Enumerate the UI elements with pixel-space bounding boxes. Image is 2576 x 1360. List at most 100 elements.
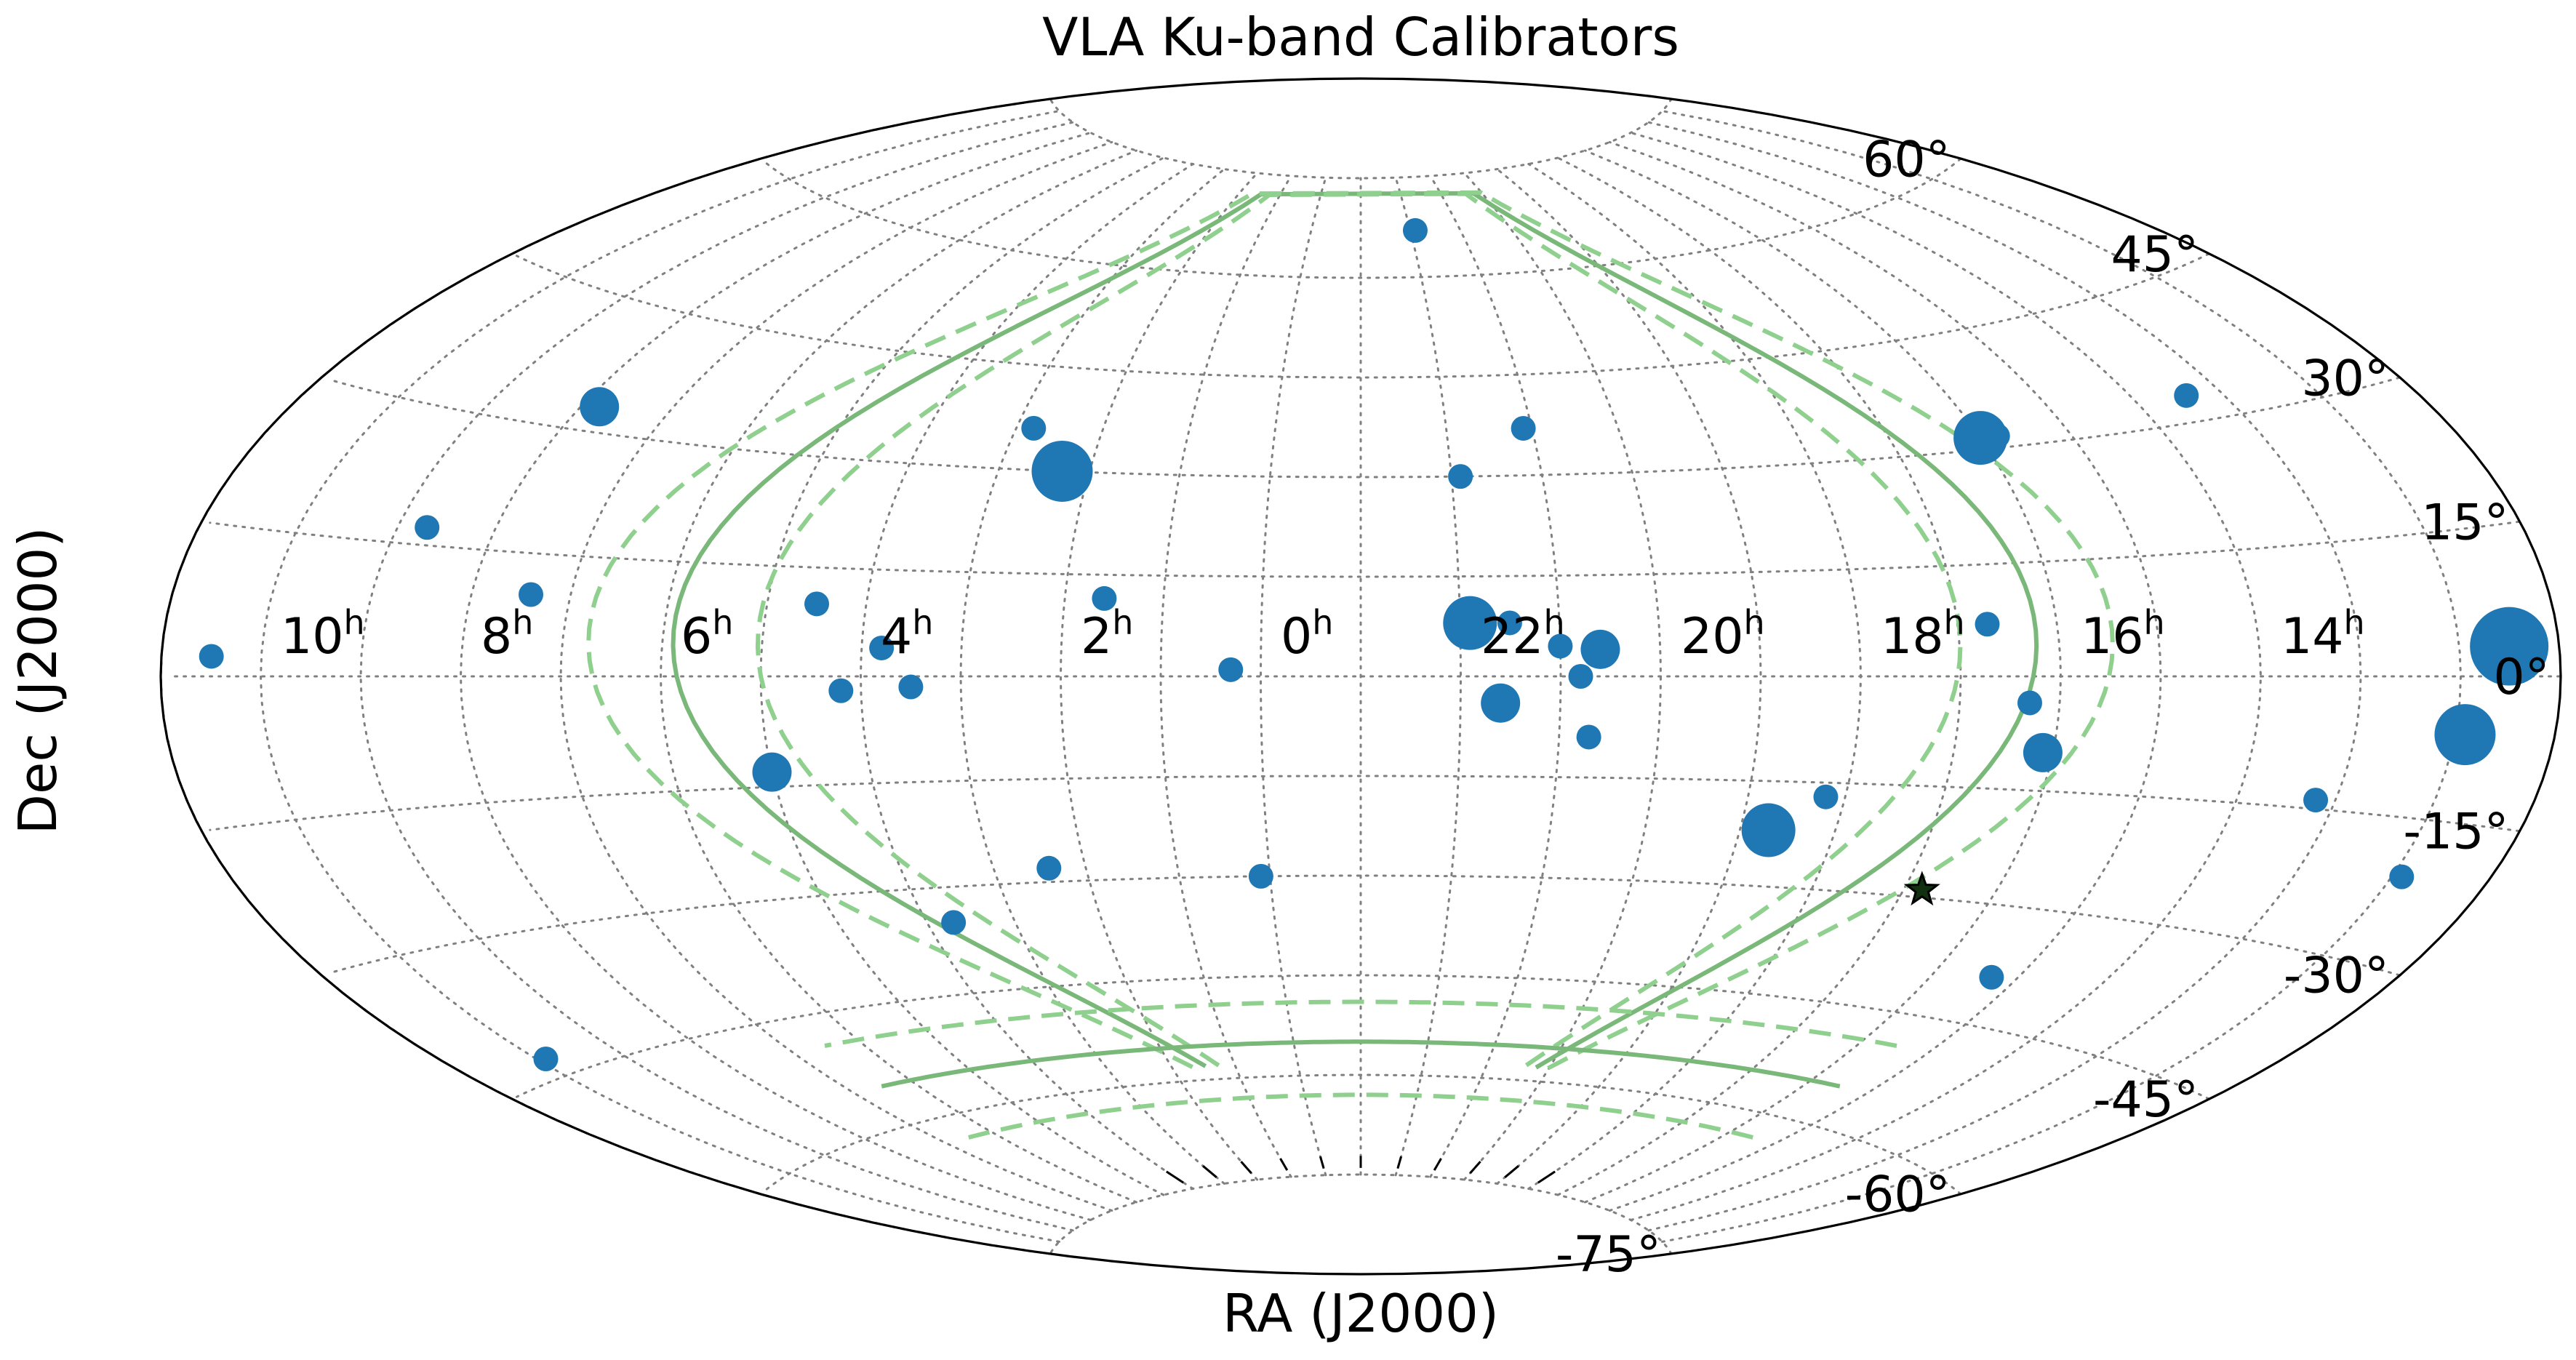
meridian-line (1630, 132, 2263, 1221)
calibrator-point (2303, 788, 2329, 813)
ra-tick-label: 0h (1281, 603, 1333, 665)
coordinate-grid (159, 97, 2561, 1255)
calibrator-point (1218, 657, 1244, 682)
dec-tick-label: 45° (2111, 226, 2199, 284)
minor-tick (1279, 1158, 1289, 1171)
calibrator-point (869, 635, 895, 660)
calibrator-point (1979, 964, 2004, 990)
calibrator-point (1021, 415, 1047, 441)
dec-tick-labels: 60° 45° 30° 15° 0° -15° -30° -45° -60° -75° (1556, 131, 2550, 1283)
calibrator-point (1568, 664, 1593, 689)
minor-tick (1433, 1158, 1442, 1171)
minor-tick (1319, 1156, 1325, 1169)
minor-tick (1469, 1161, 1481, 1175)
ra-tick-label: 18h (1881, 603, 1965, 665)
minor-tick (1537, 1170, 1556, 1184)
meridian-line (459, 132, 1092, 1221)
x-axis-label: RA (J2000) (1223, 1283, 1499, 1344)
ra-tick-labels: 10h 8h 6h 4h 2h 0h 22h 20h 18h 16h 14h (281, 603, 2365, 665)
parallel-line (1049, 97, 1673, 180)
calibrator-point (1031, 440, 1093, 502)
parallel-line (761, 1073, 1962, 1196)
calibrator-point (1402, 217, 1428, 243)
dec-tick-label: 0° (2493, 649, 2549, 706)
calibrator-point (1481, 683, 1521, 723)
calibrator-point (1580, 629, 1620, 669)
meridian-line (359, 121, 1074, 1232)
visibility-curves (586, 190, 2115, 1140)
ra-tick-label: 6h (681, 603, 733, 665)
parallel-line (327, 376, 2401, 479)
ra-tick-label: 4h (881, 603, 933, 665)
meridian-line (659, 149, 1137, 1204)
ra-tick-label: 10h (281, 603, 365, 665)
calibrator-point (1497, 610, 1522, 636)
calibrator-point (199, 644, 224, 669)
star-marker (1903, 871, 1940, 906)
calibrator-point (752, 752, 792, 792)
parallel-line (516, 974, 2210, 1100)
calibrator-point (519, 582, 544, 607)
parallel-line (516, 252, 2210, 379)
minor-tick (1504, 1165, 1519, 1178)
hour-angle-track (671, 191, 2039, 1070)
meridian-line (859, 163, 1194, 1190)
calibrator-point (2023, 732, 2063, 772)
ra-tick-label: 2h (1081, 603, 1133, 665)
calibrator-point (1511, 415, 1536, 441)
calibrator-point (1985, 423, 2010, 449)
parallel-line (327, 874, 2401, 977)
meridian-line (1556, 156, 1962, 1196)
dec-tick-label: -75° (1556, 1226, 1661, 1284)
dec-tick-label: 30° (2301, 350, 2389, 407)
calibrator-point (1813, 784, 1839, 809)
dec-tick-label: -15° (2403, 804, 2508, 861)
projection-border (159, 77, 2562, 1276)
calibrator-point (580, 387, 620, 427)
calibrator-point (1092, 585, 1117, 611)
parallel-line (209, 775, 2520, 833)
calibrator-point (2017, 690, 2042, 716)
calibrator-points (199, 217, 2549, 1071)
meridian-line (1394, 176, 1463, 1177)
calibrator-point (1448, 464, 1473, 489)
meridian-line (1259, 176, 1327, 1177)
dec-tick-label: 60° (1863, 131, 1951, 188)
calibrator-point (2174, 383, 2199, 408)
calibrator-point (898, 674, 924, 700)
galactic-center-marker (1903, 871, 1940, 906)
calibrator-point (415, 515, 440, 540)
calibrator-point (1741, 803, 1796, 857)
calibrator-point (1975, 612, 2000, 637)
hour-angle-track (586, 190, 2115, 1071)
calibrator-point (2389, 864, 2415, 889)
y-axis-label: Dec (J2000) (7, 527, 68, 835)
calibrator-point (1036, 855, 1062, 881)
calibrator-point (941, 910, 967, 935)
minor-tick (1240, 1161, 1252, 1175)
calibrator-point (828, 678, 854, 703)
declination-limit (824, 999, 1897, 1048)
calibrator-point (1248, 863, 1273, 889)
meridian-line (259, 110, 1060, 1243)
ra-tick-label: 22h (1481, 603, 1565, 665)
ra-tick-label: 14h (2281, 603, 2365, 665)
ra-tick-label: 20h (1681, 603, 1765, 665)
ra-tick-label: 8h (481, 603, 533, 665)
dec-tick-label: -30° (2284, 948, 2389, 1005)
calibrator-point (1576, 724, 1601, 750)
chart-title: VLA Ku-band Calibrators (1042, 7, 1679, 68)
ra-tick-label: 16h (2081, 603, 2165, 665)
calibrator-point (2470, 607, 2549, 686)
dec-tick-label: 15° (2421, 494, 2509, 551)
calibrator-point (1548, 633, 1573, 659)
calibrator-point (804, 591, 830, 617)
declination-limit (881, 1039, 1841, 1089)
parallel-line (209, 520, 2520, 578)
meridian-line (1647, 121, 2362, 1232)
meridian-line (1059, 172, 1259, 1181)
dec-tick-label: -60° (1845, 1167, 1951, 1224)
hour-angle-track (755, 191, 1963, 1069)
calibrator-point (2434, 704, 2496, 766)
